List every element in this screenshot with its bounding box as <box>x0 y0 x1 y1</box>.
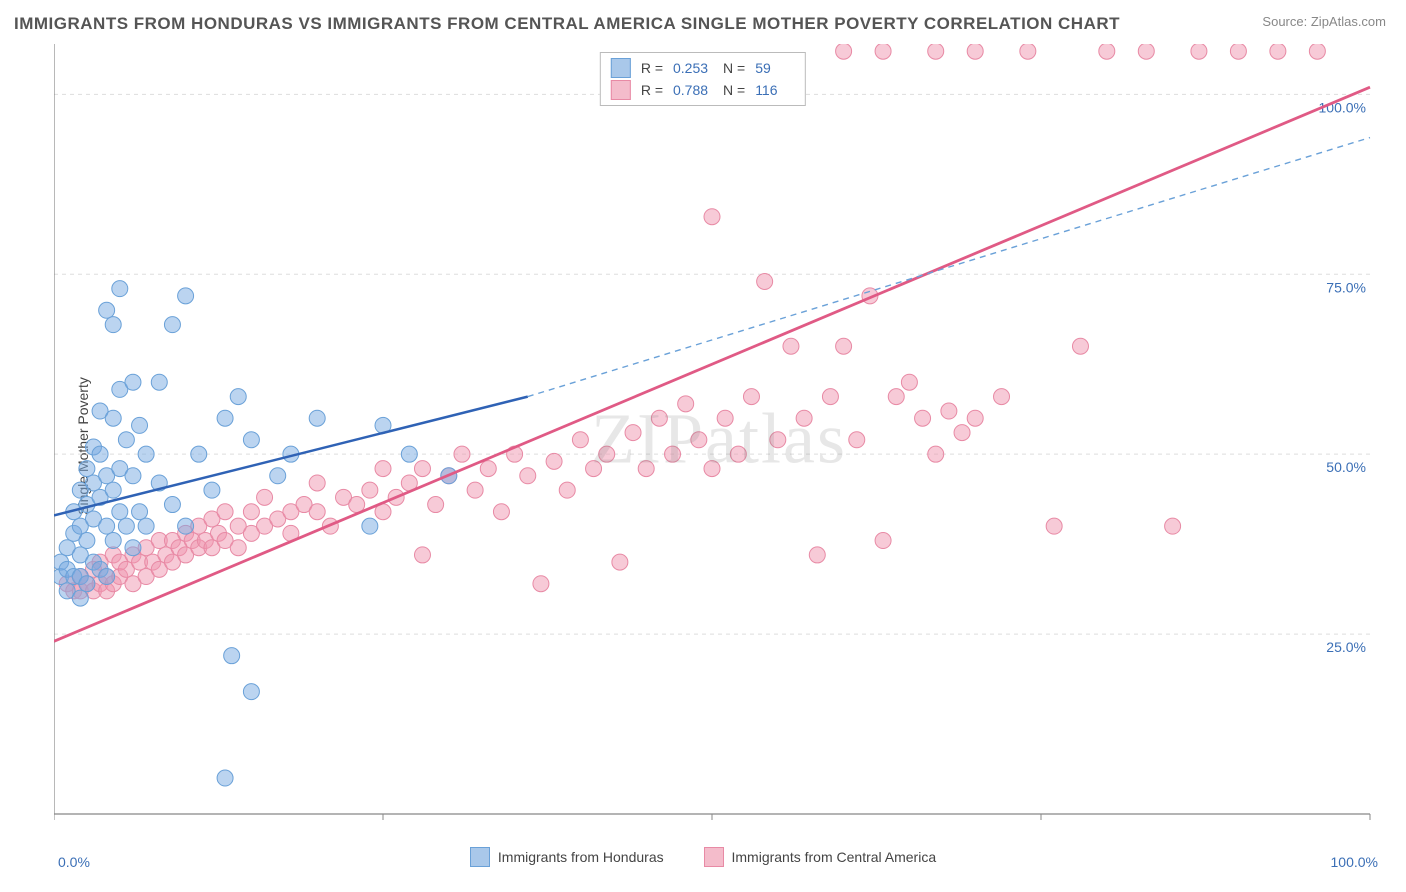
chart-title: IMMIGRANTS FROM HONDURAS VS IMMIGRANTS F… <box>14 14 1120 34</box>
legend-item-central: Immigrants from Central America <box>704 847 937 867</box>
stats-row-central: R = 0.788 N = 116 <box>611 79 795 101</box>
legend-swatch-honduras <box>470 847 490 867</box>
r-value-central: 0.788 <box>673 82 713 98</box>
svg-text:75.0%: 75.0% <box>1326 279 1366 295</box>
swatch-central <box>611 80 631 100</box>
scatter-svg: 25.0%50.0%75.0%100.0% <box>54 44 1384 834</box>
plot-area: 25.0%50.0%75.0%100.0% ZIPatlas <box>54 44 1384 834</box>
correlation-stats-box: R = 0.253 N = 59 R = 0.788 N = 116 <box>600 52 806 106</box>
n-value-honduras: 59 <box>755 60 795 76</box>
svg-text:50.0%: 50.0% <box>1326 459 1366 475</box>
r-label: R = <box>641 82 663 98</box>
series-legend: Immigrants from Honduras Immigrants from… <box>0 847 1406 870</box>
swatch-honduras <box>611 58 631 78</box>
source-attribution: Source: ZipAtlas.com <box>1262 14 1386 29</box>
r-label: R = <box>641 60 663 76</box>
source-label: Source: <box>1262 14 1307 29</box>
legend-label-central: Immigrants from Central America <box>732 849 937 865</box>
svg-text:25.0%: 25.0% <box>1326 639 1366 655</box>
n-label: N = <box>723 60 745 76</box>
stats-row-honduras: R = 0.253 N = 59 <box>611 57 795 79</box>
n-label: N = <box>723 82 745 98</box>
r-value-honduras: 0.253 <box>673 60 713 76</box>
legend-item-honduras: Immigrants from Honduras <box>470 847 664 867</box>
n-value-central: 116 <box>755 82 795 98</box>
legend-label-honduras: Immigrants from Honduras <box>498 849 664 865</box>
source-value: ZipAtlas.com <box>1311 14 1386 29</box>
legend-swatch-central <box>704 847 724 867</box>
